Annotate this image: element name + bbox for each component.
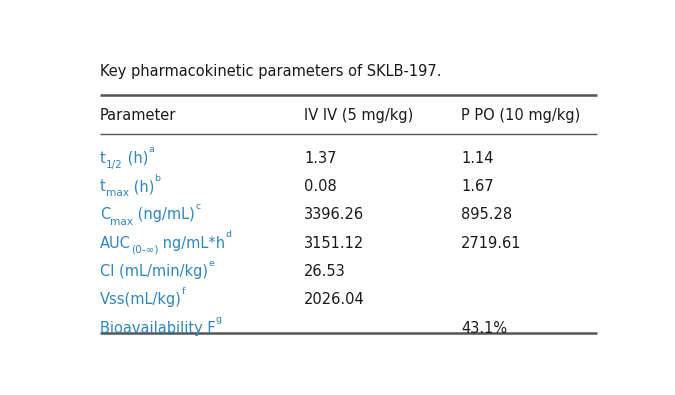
Text: (h): (h) xyxy=(123,151,148,166)
Text: g: g xyxy=(216,315,221,324)
Text: Key pharmacokinetic parameters of SKLB-197.: Key pharmacokinetic parameters of SKLB-1… xyxy=(100,64,441,79)
Text: Cl (mL/min/kg): Cl (mL/min/kg) xyxy=(100,264,208,279)
Text: (h): (h) xyxy=(129,179,155,194)
Text: 2026.04: 2026.04 xyxy=(304,292,364,307)
Text: d: d xyxy=(225,230,232,239)
Text: Parameter: Parameter xyxy=(100,108,176,123)
Text: 3396.26: 3396.26 xyxy=(304,207,364,222)
Text: Bioavailability F: Bioavailability F xyxy=(100,321,216,336)
Text: Vss(mL/kg): Vss(mL/kg) xyxy=(100,292,182,307)
Text: IV IV (5 mg/kg): IV IV (5 mg/kg) xyxy=(304,108,413,123)
Text: t: t xyxy=(100,179,106,194)
Text: max: max xyxy=(110,217,134,227)
Text: 26.53: 26.53 xyxy=(304,264,346,279)
Text: P PO (10 mg/kg): P PO (10 mg/kg) xyxy=(461,108,580,123)
Text: 0.08: 0.08 xyxy=(304,179,337,194)
Text: AUC: AUC xyxy=(100,236,131,251)
Text: ng/mL*h: ng/mL*h xyxy=(159,236,225,251)
Text: C: C xyxy=(100,207,110,222)
Text: 1/2: 1/2 xyxy=(106,160,123,170)
Text: f: f xyxy=(182,287,186,296)
Text: 1.67: 1.67 xyxy=(461,179,493,194)
Text: 43.1%: 43.1% xyxy=(461,321,507,336)
Text: a: a xyxy=(148,145,154,154)
Text: 1.14: 1.14 xyxy=(461,151,493,166)
Text: 2719.61: 2719.61 xyxy=(461,236,522,251)
Text: e: e xyxy=(208,259,214,267)
Text: c: c xyxy=(195,202,200,211)
Text: (ng/mL): (ng/mL) xyxy=(134,207,195,222)
Text: 895.28: 895.28 xyxy=(461,207,512,222)
Text: t: t xyxy=(100,151,106,166)
Text: max: max xyxy=(106,188,129,198)
Text: (0-∞): (0-∞) xyxy=(131,245,159,255)
Text: 3151.12: 3151.12 xyxy=(304,236,364,251)
Text: b: b xyxy=(155,174,161,182)
Text: 1.37: 1.37 xyxy=(304,151,337,166)
